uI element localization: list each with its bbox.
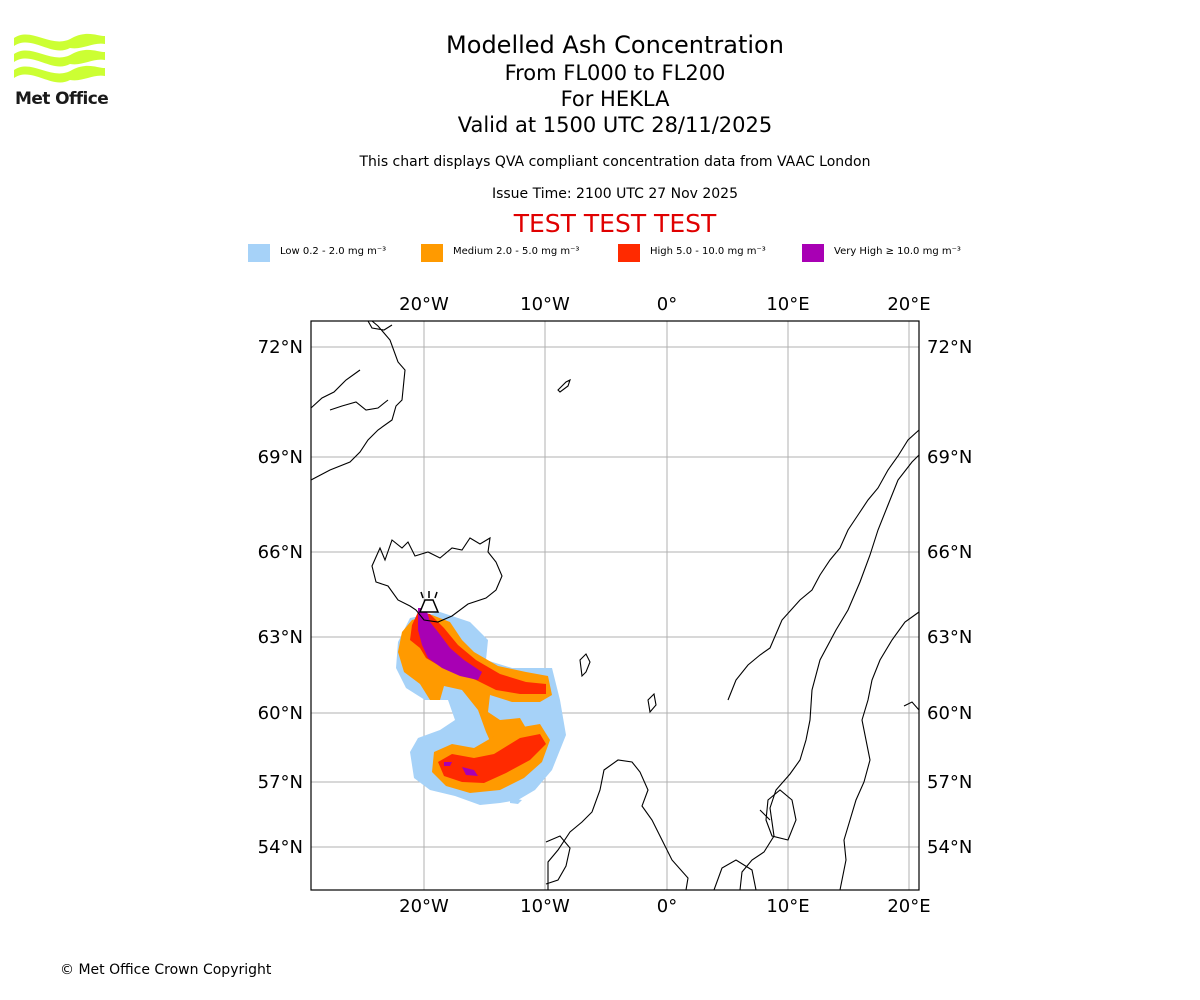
lat-label-left-69n: 69°N: [258, 447, 303, 468]
coast-iceland: [371, 536, 503, 623]
lat-label-right-60n: 60°N: [927, 703, 972, 724]
coast-faroes: [579, 653, 591, 678]
volcano-name: For HEKLA: [560, 87, 670, 111]
coast-ireland: [545, 835, 571, 885]
legend-label-medium: Medium 2.0 - 5.0 mg m⁻³: [453, 246, 580, 257]
legend-swatch-medium: [421, 244, 443, 262]
chart-title: Modelled Ash Concentration: [446, 31, 784, 59]
coast-scotland: [547, 759, 689, 891]
lat-label-left-54n: 54°N: [258, 837, 303, 858]
coast-jan-mayen: [557, 378, 571, 393]
lon-label-top-20e: 20°E: [887, 294, 930, 315]
copyright: © Met Office Crown Copyright: [60, 962, 272, 978]
legend-label-very-high: Very High ≥ 10.0 mg m⁻³: [834, 246, 961, 257]
lon-label-top-20w: 20°W: [399, 294, 449, 315]
coast-greenland: [310, 320, 406, 481]
met-office-waves-icon: [14, 33, 105, 83]
lat-label-left-66n: 66°N: [258, 542, 303, 563]
met-office-logo: Met Office: [12, 28, 112, 114]
ash-high-north: [410, 612, 546, 694]
lon-label-top-0: 0°: [657, 294, 677, 315]
met-office-logo-text: Met Office: [15, 89, 109, 109]
chart-header: Modelled Ash Concentration From FL000 to…: [265, 30, 965, 238]
flight-level-range: From FL000 to FL200: [504, 61, 726, 85]
lon-label-bottom-20e: 20°E: [887, 896, 930, 917]
coast-europe: [713, 809, 771, 891]
coast-norway-west: [727, 429, 920, 701]
ash-very-high-south: [462, 767, 478, 776]
lat-label-left-63n: 63°N: [258, 627, 303, 648]
lat-label-right-69n: 69°N: [927, 447, 972, 468]
coast-finland-edge: [903, 701, 920, 711]
legend-swatch-low: [248, 244, 270, 262]
coast-shetland: [647, 692, 657, 714]
map-gridlines: [311, 321, 919, 890]
lat-label-right-66n: 66°N: [927, 542, 972, 563]
legend-swatch-high: [618, 244, 640, 262]
lon-label-top-10w: 10°W: [520, 294, 570, 315]
ash-very-high-speck: [444, 762, 452, 766]
coastlines: [310, 320, 920, 891]
lat-label-left-60n: 60°N: [258, 703, 303, 724]
lon-label-bottom-10w: 10°W: [520, 896, 570, 917]
coast-sweden-baltic: [839, 611, 920, 891]
lat-label-right-54n: 54°N: [927, 837, 972, 858]
ash-contours: [396, 608, 566, 805]
lon-label-bottom-0: 0°: [657, 896, 677, 917]
lat-label-right-63n: 63°N: [927, 627, 972, 648]
lat-label-right-57n: 57°N: [927, 772, 972, 793]
lat-label-left-57n: 57°N: [258, 772, 303, 793]
legend-label-high: High 5.0 - 10.0 mg m⁻³: [650, 246, 766, 257]
valid-time: Valid at 1500 UTC 28/11/2025: [457, 113, 773, 137]
legend-swatch-very-high: [802, 244, 824, 262]
volcano-marker-icon: [418, 591, 440, 613]
legend-label-low: Low 0.2 - 2.0 mg m⁻³: [280, 246, 387, 257]
lat-label-right-72n: 72°N: [927, 337, 972, 358]
ash-low-speck: [510, 798, 522, 804]
lon-label-bottom-10e: 10°E: [766, 896, 809, 917]
issue-time: Issue Time: 2100 UTC 27 Nov 2025: [491, 186, 739, 202]
coast-norway: [739, 454, 920, 891]
lat-label-left-72n: 72°N: [258, 337, 303, 358]
ash-very-high-north: [418, 608, 482, 680]
lon-label-top-10e: 10°E: [766, 294, 809, 315]
lon-label-bottom-20w: 20°W: [399, 896, 449, 917]
map-frame: [310, 320, 920, 891]
qva-note: This chart displays QVA compliant concen…: [359, 154, 871, 170]
coast-denmark: [765, 789, 797, 841]
test-banner: TEST TEST TEST: [513, 209, 717, 238]
